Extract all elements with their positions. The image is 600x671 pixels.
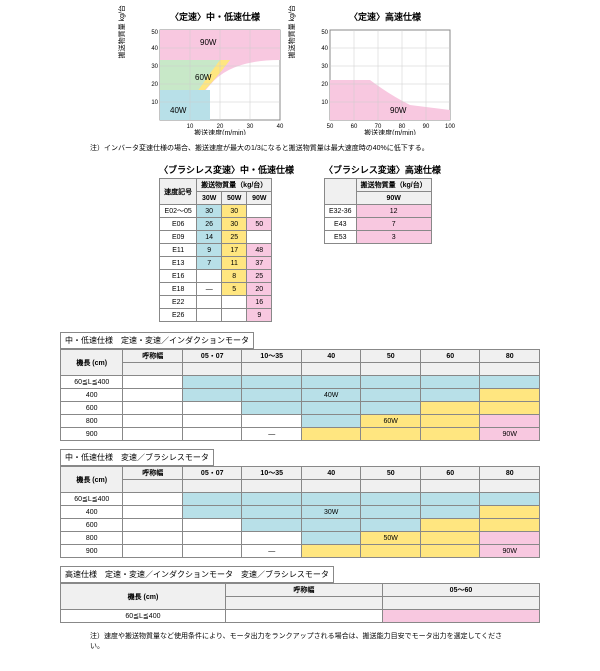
svg-text:50: 50 <box>151 30 158 36</box>
svg-text:10: 10 <box>187 124 194 130</box>
chart-2-ylabel: 搬送物質量 kg/台 <box>287 5 297 58</box>
grid-3-table: 機長 (cm)呼称幅05～6060≦L≦400 <box>60 583 540 623</box>
svg-text:40: 40 <box>321 46 328 52</box>
table-b: 〈ブラシレス変速〉高速仕様 搬送物質量（kg/台）90WE32-3612E437… <box>324 163 441 322</box>
note-2: 注）速度や搬送物質量など使用条件により、モータ出力をランクアップされる場合は、搬… <box>90 631 510 651</box>
svg-text:40: 40 <box>151 46 158 52</box>
svg-text:30: 30 <box>151 64 158 70</box>
grid-2-table: 機長 (cm)呼称幅05・0710～354050608060≦L≦4004003… <box>60 466 540 558</box>
svg-text:20: 20 <box>151 82 158 88</box>
chart-1-title: 〈定速〉中・低速仕様 <box>170 10 260 23</box>
svg-text:10: 10 <box>151 100 158 106</box>
grid-2: 中・低速仕様 変速／ブラシレスモータ 機長 (cm)呼称幅05・0710～354… <box>60 449 540 558</box>
svg-text:60W: 60W <box>195 73 212 82</box>
chart-1-xlabel: 搬送速度(m/min) <box>194 128 246 135</box>
chart-2-title: 〈定速〉高速仕様 <box>349 10 421 23</box>
svg-text:10: 10 <box>321 100 328 106</box>
svg-text:50: 50 <box>321 30 328 36</box>
svg-text:100: 100 <box>445 124 456 130</box>
svg-text:90W: 90W <box>200 38 217 47</box>
svg-text:40W: 40W <box>170 106 187 115</box>
table-b-grid: 搬送物質量（kg/台）90WE32-3612E437E533 <box>324 178 432 244</box>
tables-row: 〈ブラシレス変速〉中・低速仕様 速度記号搬送物質量（kg/台）30W50W90W… <box>10 163 590 322</box>
note-1: 注）インバータ変速仕様の場合、搬送速度が最大の1/3になると搬送物質量は最大速度… <box>90 143 510 153</box>
grid-1: 中・低速仕様 定速・変速／インダクションモータ 機長 (cm)呼称幅05・071… <box>60 332 540 441</box>
chart-1-svg: 90W 60W 40W 10203040 1020304050 搬送速度(m/m… <box>140 25 290 135</box>
svg-text:90W: 90W <box>390 106 407 115</box>
table-a: 〈ブラシレス変速〉中・低速仕様 速度記号搬送物質量（kg/台）30W50W90W… <box>159 163 294 322</box>
svg-text:40: 40 <box>277 124 284 130</box>
svg-text:20: 20 <box>321 82 328 88</box>
svg-text:50: 50 <box>327 124 334 130</box>
grid-3: 高速仕様 定速・変速／インダクションモータ 変速／ブラシレスモータ 機長 (cm… <box>60 566 540 623</box>
charts-row: 〈定速〉中・低速仕様 搬送物質量 kg/台 90W 60W 40W 102030… <box>10 10 590 135</box>
chart-2-svg: 90W 5060708090100 1020304050 搬送速度(m/min) <box>310 25 460 135</box>
grid-1-table: 機長 (cm)呼称幅05・0710～354050608060≦L≦4004004… <box>60 349 540 441</box>
table-a-grid: 速度記号搬送物質量（kg/台）30W50W90WE02～053030E06263… <box>159 178 272 322</box>
chart-1-ylabel: 搬送物質量 kg/台 <box>117 5 127 58</box>
svg-text:30: 30 <box>247 124 254 130</box>
svg-text:搬送速度(m/min): 搬送速度(m/min) <box>364 128 416 135</box>
svg-text:30: 30 <box>321 64 328 70</box>
chart-1: 〈定速〉中・低速仕様 搬送物質量 kg/台 90W 60W 40W 102030… <box>140 10 290 135</box>
svg-text:60: 60 <box>351 124 358 130</box>
svg-text:90: 90 <box>423 124 430 130</box>
chart-2: 〈定速〉高速仕様 搬送物質量 kg/台 90W 5060708090100 10… <box>310 10 460 135</box>
